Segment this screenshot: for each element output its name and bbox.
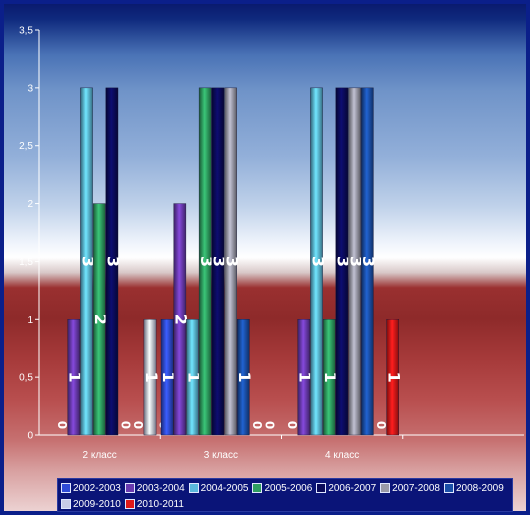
bar (348, 87, 361, 436)
y-tick-label: 3,5 (19, 26, 33, 37)
legend-item: 2009-2010 (61, 496, 121, 512)
legend-swatch (124, 483, 135, 493)
data-label: 3 (308, 256, 327, 267)
bar (310, 87, 323, 436)
bar (92, 203, 106, 436)
legend-swatch (61, 483, 71, 493)
bar (224, 87, 237, 436)
legend-swatch (188, 483, 199, 493)
data-label: 0 (374, 421, 388, 429)
legend-label: 2006-2007 (328, 482, 377, 494)
legend-item: 2007-2008 (380, 480, 440, 496)
y-tick-label: 0,5 (19, 373, 33, 384)
legend-item: 2002-2003 (61, 480, 121, 496)
legend-swatch (252, 483, 263, 493)
y-tick-label: 2 (27, 199, 33, 210)
bar (211, 87, 225, 436)
legend-label: 2005-2006 (264, 482, 313, 494)
data-label: 3 (197, 256, 216, 267)
bar (335, 87, 349, 436)
legend-item: 2003-2004 (124, 480, 185, 496)
y-tick-label: 3 (27, 83, 33, 94)
bar (160, 319, 174, 436)
data-label: 0 (262, 421, 276, 429)
legend-swatch (316, 483, 327, 493)
data-label: 3 (222, 256, 241, 267)
legend-label: 2002-2003 (73, 482, 121, 494)
data-label: 1 (321, 372, 340, 383)
legend-swatch (443, 483, 454, 493)
legend-item: 2008-2009 (443, 480, 504, 496)
y-tick-label: 0 (27, 431, 33, 442)
bar (173, 203, 187, 436)
data-label: 3 (359, 256, 378, 267)
legend-item: 2006-2007 (316, 480, 376, 496)
y-tick-label: 1,5 (19, 257, 33, 268)
data-label: 1 (159, 372, 178, 383)
legend-label: 2009-2010 (73, 498, 121, 510)
data-label: 1 (384, 372, 403, 383)
bar (322, 319, 336, 436)
legend-swatch (61, 499, 71, 509)
bar (361, 87, 374, 436)
legend-swatch (124, 499, 135, 509)
data-label: 1 (184, 372, 203, 383)
bar (236, 319, 250, 436)
data-label: 1 (235, 372, 254, 383)
data-label: 1 (66, 372, 85, 383)
data-label: 0 (131, 421, 145, 429)
category-label: 3 класс (204, 450, 238, 461)
data-label: 1 (296, 372, 315, 383)
legend-item: 2004-2005 (188, 480, 249, 496)
y-tick-label: 2,5 (19, 141, 33, 152)
data-label: 3 (210, 256, 229, 267)
data-label: 2 (91, 314, 110, 325)
data-label: 2 (172, 314, 191, 325)
bar (67, 319, 81, 436)
data-label: 3 (78, 256, 97, 267)
legend: 2002-2003 2003-2004 2004-2005 2005-2006 2006… (57, 478, 513, 512)
y-tick-label: 1 (27, 315, 33, 326)
bar (105, 87, 119, 436)
data-label: 0 (55, 421, 69, 429)
bar (80, 87, 93, 436)
bar (186, 319, 199, 436)
bar (386, 319, 400, 436)
data-label: 0 (250, 421, 264, 429)
data-label: 3 (334, 256, 353, 267)
legend-label: 2004-2005 (200, 482, 249, 494)
legend-item: 2010-2011 (124, 496, 184, 512)
bar (198, 87, 212, 436)
legend-label: 2010-2011 (136, 498, 184, 510)
data-label: 3 (104, 256, 123, 267)
data-label: 0 (118, 421, 132, 429)
legend-item: 2005-2006 (252, 480, 312, 496)
legend-label: 2003-2004 (136, 482, 185, 494)
data-label: 1 (142, 372, 161, 383)
legend-label: 2008-2009 (455, 482, 504, 494)
legend-swatch (380, 483, 391, 493)
bar (143, 319, 157, 436)
data-label: 3 (346, 256, 365, 267)
bar (297, 319, 311, 436)
data-label: 0 (285, 421, 299, 429)
category-label: 4 класс (325, 450, 359, 461)
category-label: 2 класс (83, 450, 117, 461)
legend-label: 2007-2008 (392, 482, 440, 494)
